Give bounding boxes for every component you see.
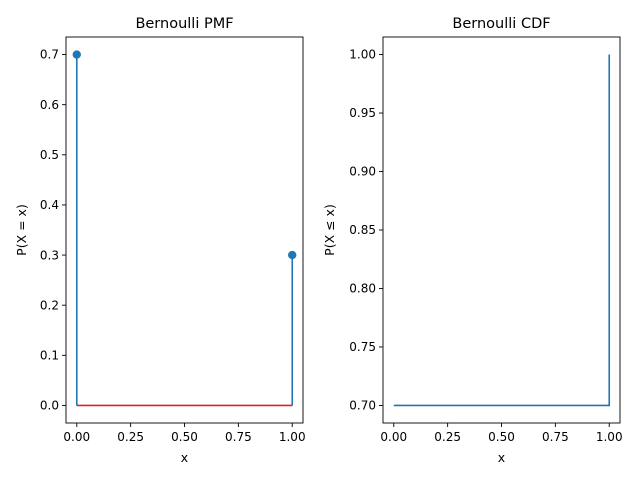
cdf-y-label: P(X ≤ x): [322, 204, 337, 256]
pmf-x-tick-label: 0.75: [225, 430, 252, 444]
cdf-x-tick-label: 1.00: [596, 430, 623, 444]
pmf-y-tick-label: 0.1: [40, 349, 59, 363]
cdf-y-tick-label: 0.75: [349, 340, 376, 354]
pmf-data-layer: [72, 50, 297, 407]
pmf-x-tick-label: 0.25: [117, 430, 144, 444]
pmf-x-tick-label: 0.00: [63, 430, 90, 444]
cdf-y-tick-label: 0.80: [349, 282, 376, 296]
cdf-panel: 0.00 0.25 0.50 0.75 1.00 0.70 0.75 0.80 0.85 0.9…: [322, 16, 623, 465]
pmf-marker: [288, 250, 297, 260]
cdf-y-ticks: 0.70 0.75 0.80 0.85 0.90 0.95 1.00: [349, 48, 383, 413]
pmf-marker: [72, 50, 81, 59]
pmf-y-tick-label: 0.6: [40, 98, 59, 112]
pmf-x-ticks: 0.00 0.25 0.50 0.75 1.00: [63, 423, 306, 444]
cdf-title: Bernoulli CDF: [452, 16, 550, 32]
cdf-y-tick-label: 0.70: [349, 399, 376, 413]
pmf-x-tick-label: 1.00: [279, 430, 306, 444]
pmf-panel: 0.00 0.25 0.50 0.75 1.00 0.00.10.20.30.40.50…: [14, 16, 306, 465]
cdf-y-tick-label: 0.90: [349, 165, 376, 179]
cdf-x-label: x: [498, 450, 505, 465]
pmf-title: Bernoulli PMF: [135, 16, 233, 32]
pmf-y-ticks: 0.0 0.1 0.2 0.3 0.4 0.5 0.6 0.7: [40, 48, 66, 413]
pmf-y-tick-label: 0.2: [40, 298, 59, 312]
cdf-step-line: [393, 54, 611, 407]
cdf-x-ticks: 0.00 0.25 0.50 0.75 1.00: [380, 423, 623, 444]
cdf-y-tick-label: 0.85: [349, 223, 376, 237]
cdf-plot-area: [383, 37, 620, 423]
pmf-y-label: P(X = x): [14, 204, 29, 256]
cdf-y-tick-label: 1.00: [349, 48, 376, 62]
pmf-plot-area: [66, 37, 303, 423]
cdf-data-layer: [393, 54, 611, 407]
pmf-y-tick-label: 0.0: [40, 399, 59, 413]
pmf-y-tick-label: 0.3: [40, 248, 59, 262]
cdf-x-tick-label: 0.25: [434, 430, 461, 444]
cdf-x-tick-label: 0.75: [542, 430, 569, 444]
cdf-y-tick-label: 0.95: [349, 106, 376, 120]
pmf-y-tick-label: 0.7: [40, 48, 59, 62]
pmf-x-label: x: [181, 450, 188, 465]
pmf-y-tick-label: 0.4: [40, 198, 59, 212]
pmf-y-tick-label: 0.5: [40, 148, 59, 162]
cdf-x-tick-label: 0.00: [380, 430, 407, 444]
pmf-x-tick-label: 0.50: [171, 430, 198, 444]
cdf-x-tick-label: 0.50: [488, 430, 515, 444]
